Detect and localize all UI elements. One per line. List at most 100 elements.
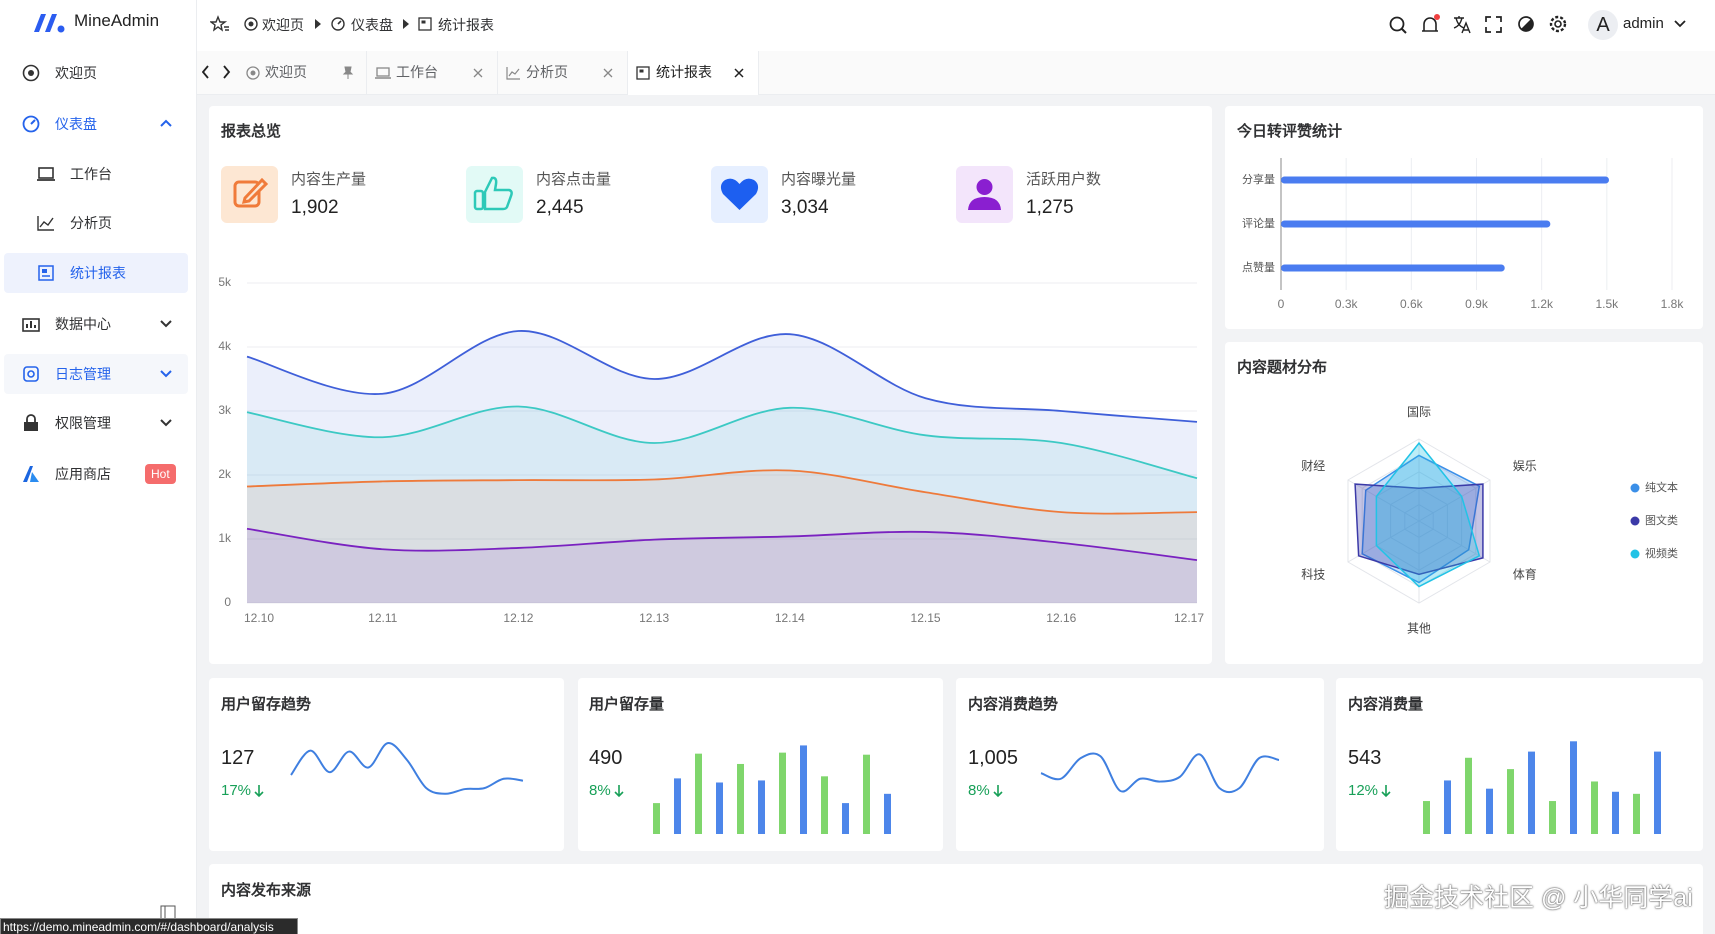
card-title: 内容消费量 xyxy=(1348,696,1424,713)
tab[interactable]: 欢迎页 xyxy=(238,51,367,94)
line xyxy=(246,469,1198,515)
card-title: 今日转评赞统计 xyxy=(1237,123,1343,140)
bar xyxy=(1654,751,1661,834)
tab-close[interactable] xyxy=(603,68,613,78)
menu-item[interactable]: 仪表盘 xyxy=(4,104,188,144)
watermark: 掘金技术社区 @ 小华同学ai xyxy=(1384,884,1693,912)
bar xyxy=(779,752,786,834)
y-tick-label: 分享量 xyxy=(1242,172,1275,186)
radar-axis xyxy=(1347,479,1420,522)
radar-axis xyxy=(1347,520,1420,563)
search-icon[interactable] xyxy=(1389,16,1407,34)
pin-icon[interactable] xyxy=(342,66,354,80)
mini-card xyxy=(956,678,1324,851)
menu-item[interactable]: 工作台 xyxy=(4,154,188,194)
tab[interactable]: 工作台 xyxy=(367,51,498,94)
avatar[interactable]: A xyxy=(1588,10,1618,40)
x-tick-label: 0 xyxy=(1278,297,1285,311)
area xyxy=(247,406,1197,603)
menu-item[interactable]: 欢迎页 xyxy=(4,53,188,93)
menu-item[interactable]: 权限管理 xyxy=(4,403,188,443)
menu-item-active[interactable]: 统计报表 xyxy=(4,253,188,293)
radar-area xyxy=(1375,441,1481,588)
total-value: 490 xyxy=(589,747,623,769)
y-tick-label: 4k xyxy=(218,339,232,353)
card-title: 内容发布来源 xyxy=(221,882,312,899)
area-chart: 0 1k 2k 3k 4k 5k 12.10 12.11 12.12 12.13 12.14 12.1… xyxy=(218,275,1204,625)
breadcrumb-item[interactable]: 仪表盘 xyxy=(351,17,393,33)
bar xyxy=(653,803,660,834)
x-tick-label: 1.5k xyxy=(1595,297,1619,311)
bar xyxy=(821,776,828,834)
x-tick-label: 12.17 xyxy=(1174,611,1204,625)
mini-card xyxy=(209,678,564,851)
bar xyxy=(800,745,807,834)
change-value: 8% xyxy=(968,782,990,799)
settings-icon[interactable] xyxy=(1549,15,1567,33)
stat-value: 1,902 xyxy=(291,197,339,218)
menu-item[interactable]: 数据中心 xyxy=(4,304,188,344)
line xyxy=(246,330,1198,423)
breadcrumb-item[interactable]: 欢迎页 xyxy=(262,17,304,33)
sparkline xyxy=(1040,752,1280,794)
breadcrumb-separator xyxy=(403,19,409,29)
tab-close[interactable] xyxy=(734,68,744,78)
change-value: 12% xyxy=(1348,782,1379,799)
x-tick-label: 12.15 xyxy=(911,611,941,625)
tab-scroll-arrows[interactable] xyxy=(202,65,232,79)
y-tick-label: 点赞量 xyxy=(1242,261,1275,274)
breadcrumb-icon xyxy=(418,17,432,31)
x-tick-label: 1.2k xyxy=(1530,297,1554,311)
menu-label: 数据中心 xyxy=(55,316,111,332)
user-name[interactable]: admin xyxy=(1623,15,1664,32)
radar-axis xyxy=(1418,520,1491,563)
logo xyxy=(34,14,65,33)
card-title: 用户留存量 xyxy=(589,696,665,713)
bar xyxy=(674,778,681,834)
tab-label: 统计报表 xyxy=(656,64,712,80)
x-tick-label: 12.11 xyxy=(368,611,397,625)
sparkline xyxy=(290,742,524,795)
y-tick-label: 2k xyxy=(218,467,232,481)
user-dropdown-icon[interactable] xyxy=(1674,20,1686,28)
bell-icon[interactable] xyxy=(1422,14,1440,32)
legend-dot xyxy=(1630,516,1640,526)
menu-label: 工作台 xyxy=(70,166,112,182)
tab-close[interactable] xyxy=(473,68,483,78)
bar xyxy=(1465,757,1472,834)
menu-fold-icon[interactable] xyxy=(210,15,230,33)
stat-value: 1,275 xyxy=(1026,197,1074,218)
mini-bar-chart xyxy=(653,745,891,834)
menu-item[interactable]: 应用商店 Hot xyxy=(4,454,188,494)
area xyxy=(247,470,1197,603)
tab-label: 工作台 xyxy=(396,64,438,80)
down-arrow xyxy=(614,784,624,797)
tab[interactable]: 分析页 xyxy=(498,51,628,94)
tab-bar xyxy=(197,51,1715,95)
card-title: 内容消费趋势 xyxy=(968,696,1059,713)
bar xyxy=(1281,220,1551,228)
tab-label: 欢迎页 xyxy=(265,64,307,80)
stat-icon xyxy=(466,166,523,223)
bar xyxy=(863,754,870,834)
area xyxy=(247,330,1197,603)
legend-label: 纯文本 xyxy=(1645,480,1678,494)
fullscreen-icon[interactable] xyxy=(1485,16,1502,33)
menu-item[interactable]: 分析页 xyxy=(4,203,188,243)
sidebar: MineAdmin 欢迎页 仪表盘 工作台 分析页 统计报表 数据中心 日志管理… xyxy=(0,0,197,934)
x-tick-label: 12.10 xyxy=(244,611,274,625)
translate-icon[interactable] xyxy=(1453,16,1471,34)
menu-item[interactable]: 日志管理 xyxy=(4,354,188,394)
stat-icon xyxy=(956,166,1013,223)
y-tick-label: 评论量 xyxy=(1242,216,1275,230)
header-tools xyxy=(1389,14,1567,34)
y-tick-label: 3k xyxy=(218,403,232,417)
change: 8% xyxy=(968,782,1004,799)
tab-active[interactable]: 统计报表 xyxy=(628,51,759,95)
bar xyxy=(884,793,891,834)
bar xyxy=(1612,791,1619,834)
breadcrumb-item: 统计报表 xyxy=(438,17,494,33)
theme-icon[interactable] xyxy=(1518,16,1534,32)
brand: MineAdmin xyxy=(74,11,160,30)
